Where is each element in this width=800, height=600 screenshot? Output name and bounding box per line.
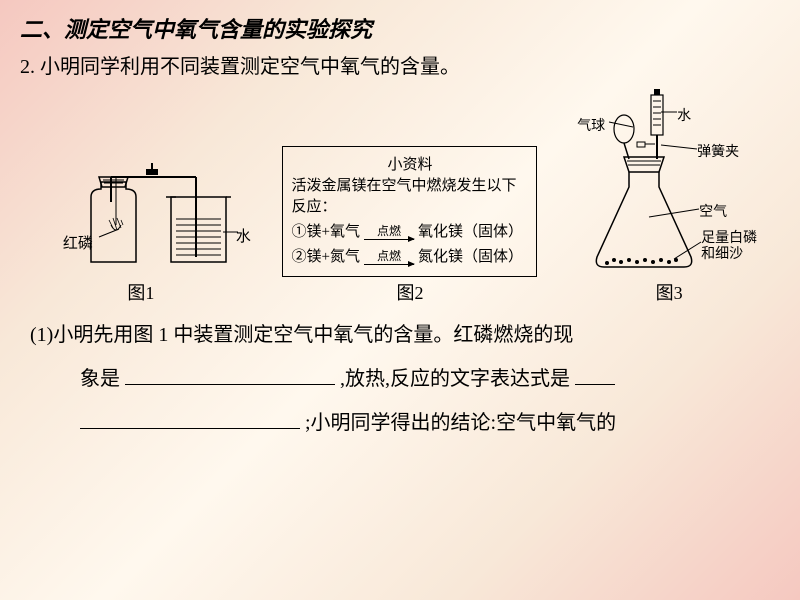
- arrow-icon: [364, 239, 414, 240]
- q1-line-b: 象是: [80, 368, 120, 390]
- figure-2: 小资料 活泼金属镁在空气中燃烧发生以下反应： ①镁+氧气 点燃 氧化镁（固体） …: [282, 146, 537, 305]
- q1-line-c: ,放热,反应的文字表达式是: [340, 368, 570, 390]
- r1-right: 氧化镁（固体）: [418, 220, 523, 241]
- q1-line-d: ;小明同学得出的结论:空气中氧气的: [305, 412, 616, 434]
- blank-2a: [575, 365, 615, 385]
- question-1: (1)小明先用图 1 中装置测定空气中氧气的含量。红磷燃烧的现 象是 ,放热,反…: [20, 313, 780, 445]
- r2-left: ②镁+氮气: [291, 245, 359, 266]
- fig3-caption: 图3: [656, 279, 683, 305]
- fig3-air: 空气: [699, 201, 727, 221]
- fig3-water: 水: [677, 105, 691, 125]
- r1-top: 点燃: [377, 222, 401, 239]
- fig2-caption: 图2: [396, 279, 423, 305]
- figure-row: 红磷 水 图1 小资料 活泼金属镁在空气中燃烧发生以下反应： ①镁+氧气 点燃 …: [20, 87, 780, 305]
- fig3-sand: 和细沙: [701, 243, 743, 263]
- section-heading: 二、测定空气中氧气含量的实验探究: [20, 12, 780, 44]
- fig2-subtitle: 活泼金属镁在空气中燃烧发生以下反应：: [291, 174, 528, 216]
- fig3-clip: 弹簧夹: [697, 141, 739, 161]
- figure-3: 气球 水 弹簧夹 空气 足量白磷 和细沙 图3: [579, 87, 759, 305]
- r1-left: ①镁+氧气: [291, 220, 359, 241]
- fig2-box: 小资料 活泼金属镁在空气中燃烧发生以下反应： ①镁+氧气 点燃 氧化镁（固体） …: [282, 146, 537, 277]
- blank-2b: [80, 409, 300, 429]
- fig2-reaction-2: ②镁+氮气 点燃 氮化镁（固体）: [291, 245, 528, 266]
- fig1-label-redp: 红磷: [63, 232, 93, 253]
- fig1-label-water: 水: [236, 225, 251, 246]
- r2-right: 氮化镁（固体）: [418, 245, 523, 266]
- fig3-balloon: 气球: [577, 115, 605, 135]
- figure-1: 红磷 水 图1: [41, 107, 241, 305]
- q1-line-a: (1)小明先用图 1 中装置测定空气中氧气的含量。红磷燃烧的现: [30, 324, 573, 346]
- fig2-reaction-1: ①镁+氧气 点燃 氧化镁（固体）: [291, 220, 528, 241]
- arrow-icon: [364, 264, 414, 265]
- r2-top: 点燃: [377, 247, 401, 264]
- blank-1: [125, 365, 335, 385]
- question-intro: 2. 小明同学利用不同装置测定空气中氧气的含量。: [20, 50, 780, 79]
- fig2-title: 小资料: [291, 153, 528, 174]
- fig1-caption: 图1: [127, 279, 154, 305]
